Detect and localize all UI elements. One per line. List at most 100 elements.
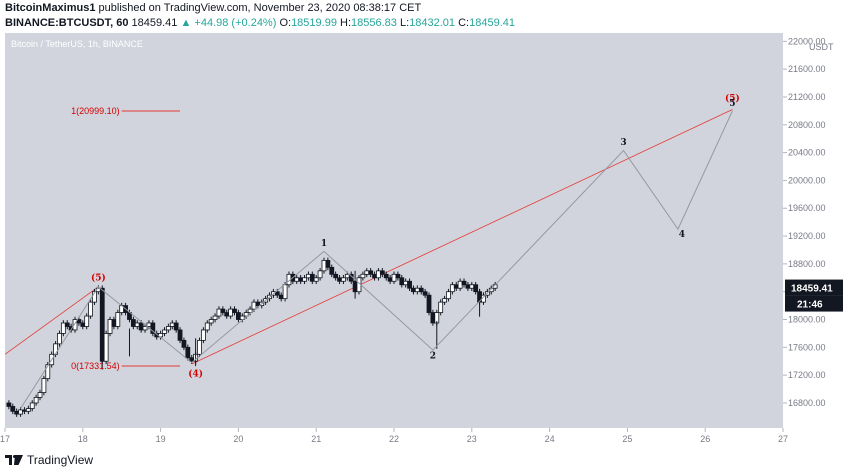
candle-body xyxy=(173,322,179,331)
close-value: 18459.41 xyxy=(469,17,515,29)
tradingview-logo[interactable]: TradingView xyxy=(5,453,93,467)
candle-body xyxy=(220,308,226,313)
publish-info: BitcoinMaximus1 published on TradingView… xyxy=(5,2,421,14)
x-tick-label: 19 xyxy=(156,434,166,444)
candle-body xyxy=(142,326,148,331)
candle-body xyxy=(372,273,377,279)
candle-body xyxy=(414,287,420,293)
candle-body xyxy=(298,277,304,282)
candle-body xyxy=(103,333,109,362)
x-tick-label: 24 xyxy=(545,434,555,444)
candle xyxy=(181,337,187,351)
candle xyxy=(430,309,436,326)
y-tick-label: 17600.00 xyxy=(788,342,826,352)
candle-body xyxy=(14,410,20,415)
candle-body xyxy=(383,273,389,279)
y-tick-label: 16800.00 xyxy=(788,398,826,408)
candle xyxy=(103,330,109,365)
candle-body xyxy=(364,270,370,275)
candle-body xyxy=(407,280,412,289)
wave-projection-line xyxy=(20,110,733,409)
candle-body xyxy=(247,308,253,313)
symbol-info: BINANCE:BTCUSDT, 60 18459.41 ▲ +44.98 (+… xyxy=(5,17,515,29)
author-name[interactable]: BitcoinMaximus1 xyxy=(5,2,96,14)
candle-body xyxy=(325,260,331,268)
candle-body xyxy=(228,308,234,317)
wave-label: 3 xyxy=(620,138,626,148)
x-tick-label: 27 xyxy=(778,434,788,444)
candle xyxy=(208,316,214,326)
candle xyxy=(33,394,39,406)
tradingview-icon xyxy=(5,455,23,465)
candle-body xyxy=(426,294,432,313)
candle-body xyxy=(18,409,23,415)
candle-body xyxy=(329,266,335,275)
candle-body xyxy=(465,284,471,289)
candle-body xyxy=(45,364,51,380)
candle xyxy=(64,320,70,330)
candle xyxy=(446,288,451,302)
candle xyxy=(321,257,327,274)
candle-body xyxy=(115,312,121,327)
candle-body xyxy=(411,287,416,293)
candle-body xyxy=(317,270,323,279)
trend-line xyxy=(4,286,99,355)
candle-body xyxy=(430,312,436,324)
candle-body xyxy=(138,322,144,331)
y-tick-label: 20800.00 xyxy=(788,120,826,130)
candle-body xyxy=(107,319,113,334)
countdown-box xyxy=(785,295,843,312)
candle xyxy=(10,403,16,415)
candle-body xyxy=(53,343,58,355)
y-tick-label: 17200.00 xyxy=(788,370,826,380)
candle xyxy=(185,344,191,361)
y-tick-label: 20400.00 xyxy=(788,148,826,158)
candle-body xyxy=(208,319,214,324)
candle xyxy=(57,330,62,347)
chart-title: Bitcoin / TetherUS, 1h, BINANCE xyxy=(11,39,143,49)
price-change: ▲ +44.98 (+0.24%) xyxy=(180,17,277,29)
candle xyxy=(72,316,78,333)
candle-body xyxy=(294,277,300,282)
candle-body xyxy=(22,409,27,412)
x-tick-label: 17 xyxy=(0,434,10,444)
candle xyxy=(313,275,319,285)
last-price: 18459.41 xyxy=(131,17,178,29)
candle-body xyxy=(204,322,210,331)
candle-body xyxy=(216,308,222,317)
y-tick-label: 18000.00 xyxy=(788,315,826,325)
candle-body xyxy=(442,298,447,303)
candle xyxy=(418,285,424,295)
candle xyxy=(333,271,339,281)
candle xyxy=(383,271,389,281)
candle-body xyxy=(376,270,381,279)
candle-body xyxy=(309,273,315,282)
candle-body xyxy=(368,270,374,275)
candle-body xyxy=(200,329,206,341)
high-value: 18556.83 xyxy=(351,17,397,29)
candle xyxy=(422,288,428,298)
candle xyxy=(395,271,401,281)
x-tick-label: 25 xyxy=(622,434,632,444)
low-value: 18432.01 xyxy=(409,17,456,29)
candle-body xyxy=(150,322,156,334)
candle-body xyxy=(80,322,86,327)
candle xyxy=(488,285,494,295)
candle-body xyxy=(212,315,218,320)
candle xyxy=(360,271,366,281)
candle-body xyxy=(169,322,175,327)
candle-body xyxy=(461,280,467,286)
candle xyxy=(173,320,179,333)
candle xyxy=(88,299,93,319)
candle-body xyxy=(6,402,12,407)
candle xyxy=(165,323,171,333)
candle-body xyxy=(344,273,350,279)
y-tick-label: 19600.00 xyxy=(788,203,826,213)
x-tick-label: 22 xyxy=(389,434,399,444)
x-tick-label: 26 xyxy=(700,434,710,444)
x-tick-label: 18 xyxy=(78,434,88,444)
wave-label: 5 xyxy=(729,99,735,109)
candle-body xyxy=(57,333,62,345)
candle-body xyxy=(379,270,385,275)
